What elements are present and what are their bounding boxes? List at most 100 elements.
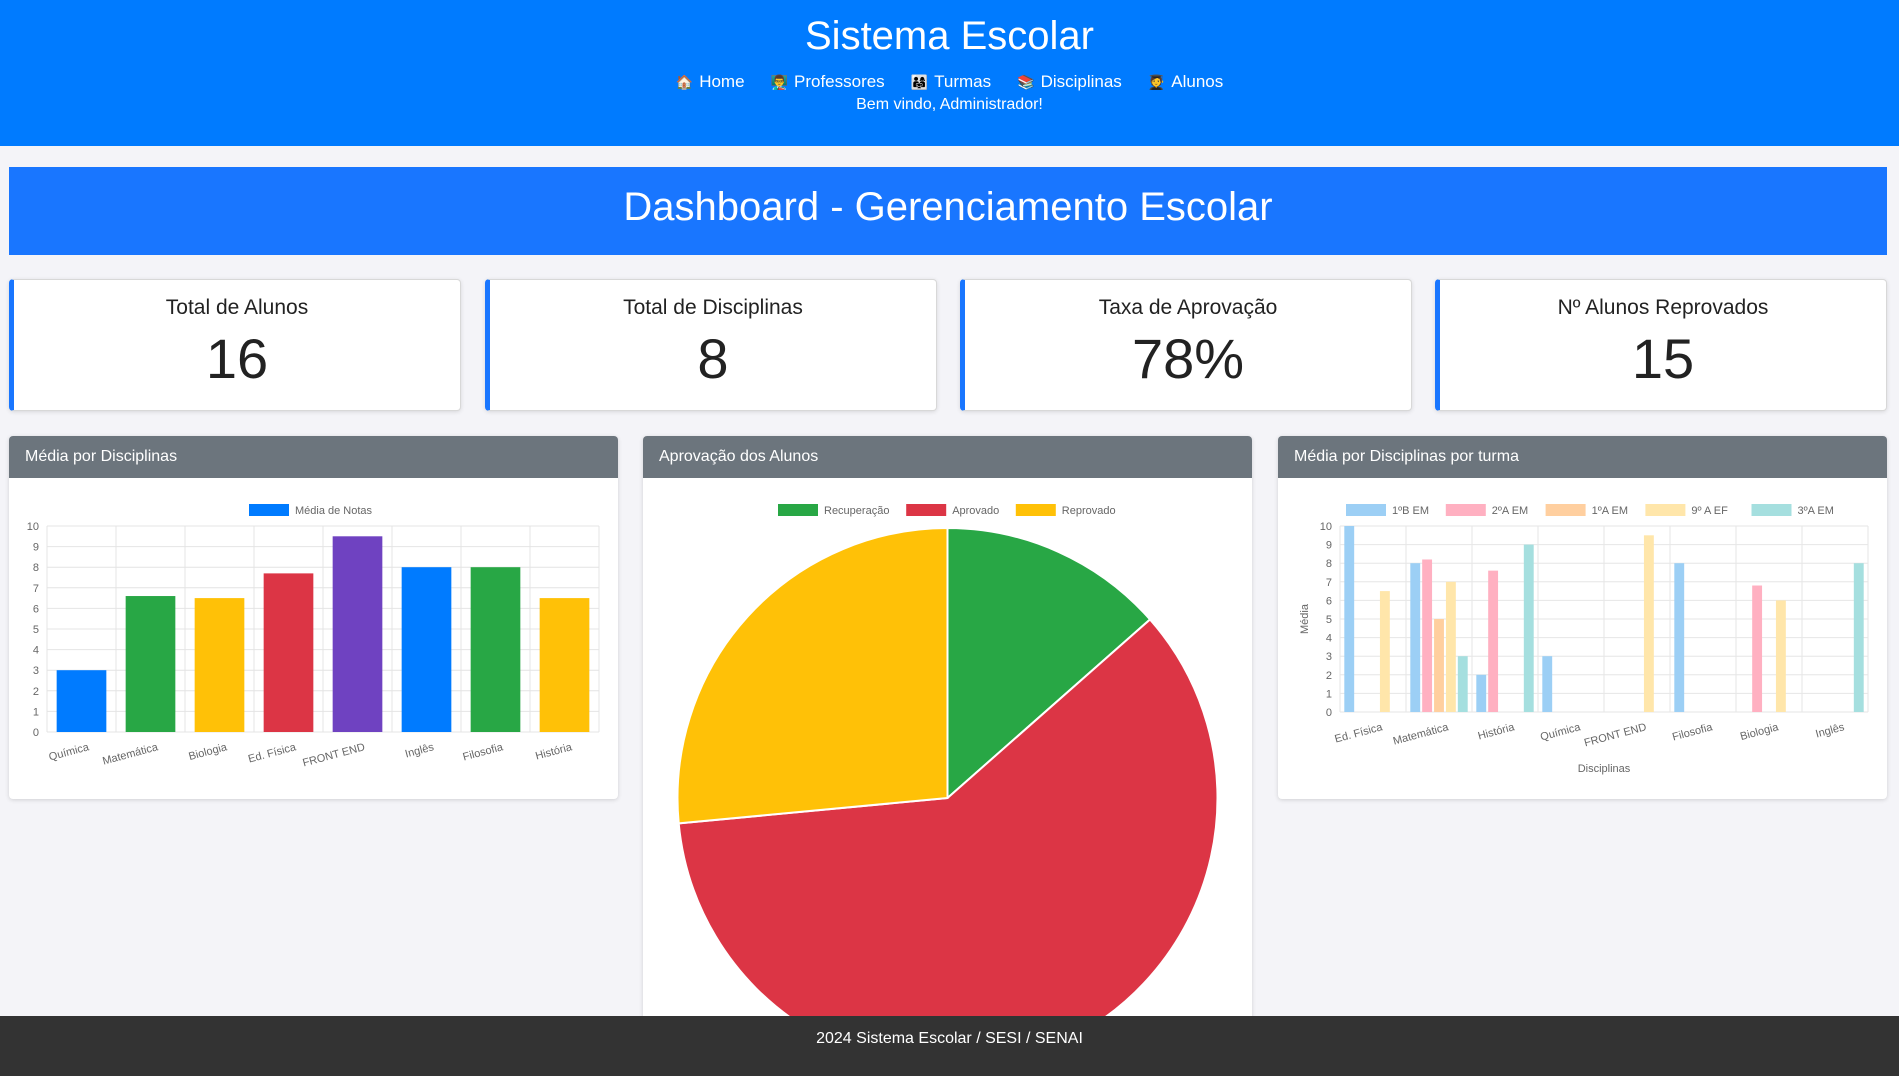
x-tick-label: Biologia bbox=[187, 741, 229, 763]
nav-home-label: Home bbox=[699, 72, 745, 91]
y-tick-label: 2 bbox=[33, 686, 39, 698]
y-tick-label: 6 bbox=[33, 603, 39, 615]
panel-title: Aprovação dos Alunos bbox=[643, 436, 1252, 478]
stat-card-taxa-aprovacao: Taxa de Aprovação 78% bbox=[960, 279, 1412, 411]
pie-slice bbox=[946, 526, 1152, 801]
bar bbox=[539, 598, 590, 732]
y-tick-label: 3 bbox=[1326, 651, 1332, 663]
legend-swatch bbox=[249, 504, 289, 516]
x-tick-label: FRONT END bbox=[301, 741, 366, 769]
stat-label: Total de Alunos bbox=[165, 296, 309, 319]
y-tick-label: 8 bbox=[1326, 558, 1332, 570]
legend-label: 9º A EF bbox=[1691, 505, 1728, 517]
welcome-message: Bem vindo, Administrador! bbox=[856, 96, 1043, 113]
legend-swatch bbox=[1751, 504, 1792, 516]
x-tick-label: Matemática bbox=[101, 741, 160, 768]
nav-disciplinas[interactable]: 📚 Disciplinas bbox=[1017, 72, 1122, 92]
legend-label: 1ºA EM bbox=[1592, 505, 1628, 517]
bar bbox=[1344, 526, 1355, 712]
y-tick-label: 1 bbox=[33, 706, 39, 718]
legend-swatch bbox=[1346, 504, 1386, 516]
x-tick-label: História bbox=[534, 741, 574, 762]
x-axis-title: Disciplinas bbox=[1578, 763, 1631, 775]
x-tick-label: Filosofia bbox=[462, 741, 506, 763]
panel-aprovacao-alunos: Aprovação dos Alunos Recuperação Aprovado… bbox=[643, 436, 1252, 1076]
x-tick-label: Filosofia bbox=[1671, 721, 1715, 743]
stat-value: 15 bbox=[1631, 327, 1695, 390]
bar bbox=[1422, 559, 1433, 712]
bar bbox=[1643, 535, 1654, 712]
stat-value: 78% bbox=[1131, 327, 1245, 390]
nav-professores-label: Professores bbox=[793, 72, 885, 91]
bar bbox=[56, 670, 107, 732]
bar bbox=[1542, 656, 1553, 712]
site-header: Sistema Escolar 🏠 Home 👨‍🏫 Professores 👨‍👩… bbox=[0, 0, 1899, 146]
legend-swatch bbox=[1545, 504, 1586, 516]
legend-swatch bbox=[778, 504, 818, 516]
bar bbox=[1523, 544, 1534, 712]
bar bbox=[1853, 563, 1864, 712]
panel-media-turma: Média por Disciplinas por turma 1ºB EM 2º… bbox=[1278, 436, 1887, 799]
legend-label: 2ºA EM bbox=[1492, 505, 1528, 517]
y-tick-label: 1 bbox=[1326, 688, 1332, 700]
y-tick-label: 3 bbox=[33, 665, 39, 677]
stat-value: 16 bbox=[205, 327, 269, 390]
group-icon: 👨‍👩‍👧 bbox=[910, 74, 929, 90]
y-tick-label: 7 bbox=[1326, 577, 1332, 589]
y-axis-title: Média bbox=[1299, 603, 1311, 634]
home-icon: 🏠 bbox=[675, 74, 694, 90]
dashboard-banner: Dashboard - Gerenciamento Escolar bbox=[9, 167, 1887, 255]
legend-label: Recuperação bbox=[824, 505, 889, 517]
main-nav: 🏠 Home 👨‍🏫 Professores 👨‍👩‍👧 Turmas 📚 Discip… bbox=[0, 72, 1899, 92]
bar bbox=[1775, 600, 1786, 712]
grouped-bar-chart: 1ºB EM 2ºA EM 1ºA EM 9º A EF 3ºA EM 0 1 2 3 4 5 6 7 8… bbox=[1299, 504, 1869, 775]
bar bbox=[1410, 563, 1421, 712]
nav-alunos-label: Alunos bbox=[1171, 72, 1224, 91]
nav-professores[interactable]: 👨‍🏫 Professores bbox=[771, 72, 885, 92]
stat-card-reprovados: Nº Alunos Reprovados 15 bbox=[1435, 279, 1887, 411]
stat-card-total-disciplinas: Total de Disciplinas 8 bbox=[485, 279, 937, 411]
bar bbox=[1434, 619, 1444, 712]
y-tick-label: 0 bbox=[33, 727, 39, 739]
bar bbox=[263, 573, 314, 732]
legend-label: Média de Notas bbox=[295, 505, 373, 517]
teacher-icon: 👨‍🏫 bbox=[770, 74, 788, 90]
legend-swatch bbox=[1445, 504, 1486, 516]
bar bbox=[125, 596, 176, 732]
bar bbox=[1752, 585, 1763, 712]
y-tick-label: 0 bbox=[1326, 707, 1332, 719]
stat-card-total-alunos: Total de Alunos 16 bbox=[9, 279, 461, 411]
legend-label: Aprovado bbox=[952, 505, 999, 517]
nav-turmas[interactable]: 👨‍👩‍👧 Turmas bbox=[911, 72, 991, 92]
pie-chart: Recuperação Aprovado Reprovado bbox=[676, 504, 1219, 1069]
bar-chart: Média de Notas 0 1 2 3 4 5 6 7 8 9 10 Química Matemát… bbox=[27, 504, 600, 769]
y-tick-label: 6 bbox=[1326, 595, 1332, 607]
y-tick-label: 4 bbox=[33, 645, 39, 657]
x-tick-label: Biologia bbox=[1739, 721, 1781, 743]
stat-label: Taxa de Aprovação bbox=[1098, 296, 1278, 319]
x-tick-label: Ed. Física bbox=[1333, 721, 1384, 745]
nav-alunos[interactable]: 🧑‍🎓 Alunos bbox=[1148, 72, 1223, 92]
nav-home[interactable]: 🏠 Home bbox=[676, 72, 745, 92]
x-tick-label: Inglês bbox=[404, 741, 436, 760]
legend-label: Reprovado bbox=[1062, 505, 1116, 517]
bar bbox=[1488, 570, 1499, 712]
site-title: Sistema Escolar bbox=[805, 14, 1094, 58]
stat-label: Total de Disciplinas bbox=[623, 296, 803, 319]
x-tick-label: Inglês bbox=[1814, 721, 1846, 740]
y-tick-label: 7 bbox=[33, 583, 39, 595]
y-tick-label: 4 bbox=[1326, 633, 1332, 645]
nav-turmas-label: Turmas bbox=[934, 72, 992, 91]
footer-text: 2024 Sistema Escolar / SESI / SENAI bbox=[816, 1030, 1083, 1047]
x-tick-label: Matemática bbox=[1392, 721, 1451, 748]
legend-label: 1ºB EM bbox=[1392, 505, 1429, 517]
books-icon: 📚 bbox=[1017, 74, 1035, 90]
x-tick-label: FRONT END bbox=[1583, 721, 1648, 749]
stat-label: Nº Alunos Reprovados bbox=[1557, 296, 1769, 319]
x-tick-label: Ed. Física bbox=[247, 741, 298, 765]
legend-label: 3ºA EM bbox=[1798, 505, 1834, 517]
site-footer: 2024 Sistema Escolar / SESI / SENAI bbox=[0, 1016, 1899, 1076]
panel-title: Média por Disciplinas por turma bbox=[1278, 436, 1887, 478]
x-tick-label: Química bbox=[48, 741, 92, 763]
y-tick-label: 2 bbox=[1326, 670, 1332, 682]
